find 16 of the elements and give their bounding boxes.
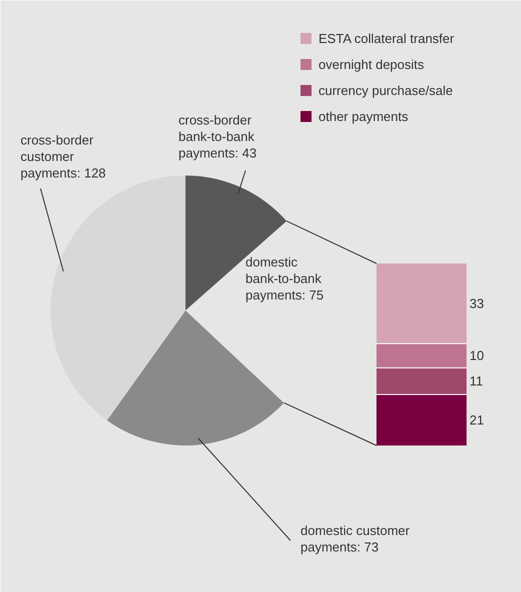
- bar: [376, 264, 466, 344]
- data-label: 21: [470, 412, 484, 428]
- bar: [376, 344, 466, 368]
- legend-label: other payments: [318, 109, 409, 124]
- bar: [376, 368, 466, 395]
- slice-label: cross-border customer payments: 128: [20, 132, 106, 180]
- bar: [376, 394, 466, 446]
- slice-label: domestic customer payments: 73: [300, 522, 410, 554]
- legend-label: ESTA collateral transfer: [318, 31, 455, 46]
- legend-label: currency purchase/sale: [318, 83, 453, 98]
- data-label: 11: [470, 374, 483, 389]
- legend-label: overnight deposits: [318, 57, 425, 72]
- data-label: 10: [470, 348, 484, 364]
- slice-label: cross-border bank-to-bank payments: 43: [178, 112, 257, 160]
- slice-label: domestic bank-to-bank payments: 75: [246, 254, 324, 302]
- data-label: 33: [470, 296, 484, 312]
